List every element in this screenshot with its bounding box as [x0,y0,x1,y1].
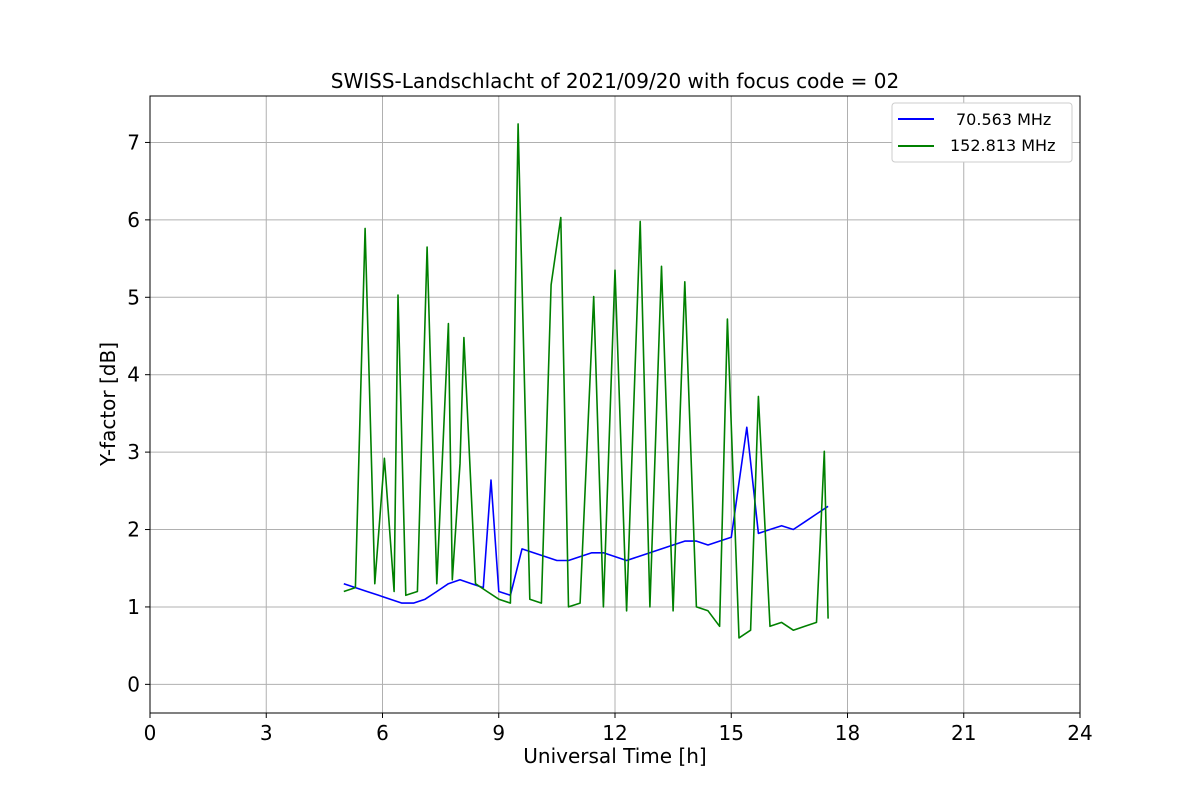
y-tick-label: 7 [127,130,140,154]
x-axis-label: Universal Time [h] [523,744,706,768]
x-tick-label: 24 [1067,721,1092,745]
legend-label-70mhz: 70.563 MHz [956,110,1051,129]
y-tick-label: 3 [127,440,140,464]
chart-title: SWISS-Landschlacht of 2021/09/20 with fo… [331,69,899,93]
y-tick-label: 2 [127,518,140,542]
series-line-1 [343,123,829,639]
x-tick-label: 21 [951,721,976,745]
series-layer [343,123,829,639]
x-tick-label: 3 [260,721,273,745]
x-tick-label: 0 [144,721,157,745]
y-tick-label: 5 [127,285,140,309]
legend-label-152mhz: 152.813 MHz [950,136,1055,155]
series-line-0 [343,426,829,604]
x-tick-label: 15 [719,721,744,745]
x-tick-label: 18 [835,721,860,745]
y-tick-label: 6 [127,208,140,232]
y-tick-label: 0 [127,672,140,696]
y-tick-label: 4 [127,363,140,387]
x-tick-label: 12 [602,721,627,745]
y-tick-label: 1 [127,595,140,619]
y-axis-label: Y-factor [dB] [96,342,120,467]
x-tick-label: 9 [492,721,505,745]
legend-box [891,102,1073,163]
legend: 70.563 MHz 152.813 MHz [891,102,1073,163]
grid [149,96,1081,713]
x-tick-label: 6 [376,721,389,745]
